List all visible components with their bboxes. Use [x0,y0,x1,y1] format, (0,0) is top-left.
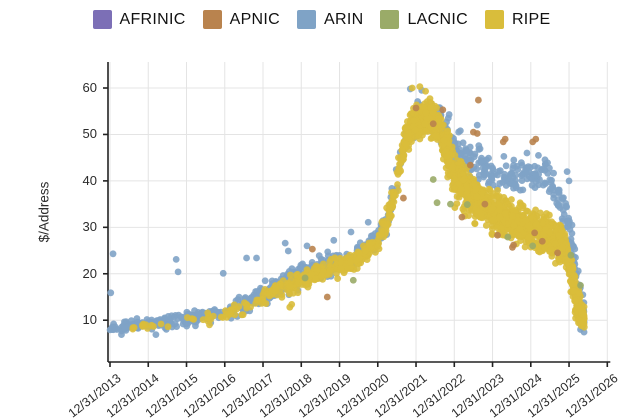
y-tick-label: 40 [82,172,97,188]
y-tick-label: 60 [82,80,97,95]
y-tick-label: 10 [82,312,97,328]
y-tick-label: 20 [82,265,97,281]
y-tick-label: 30 [82,219,97,235]
y-tick-label: 50 [82,126,97,142]
y-axis-title: $/Address [36,181,52,243]
